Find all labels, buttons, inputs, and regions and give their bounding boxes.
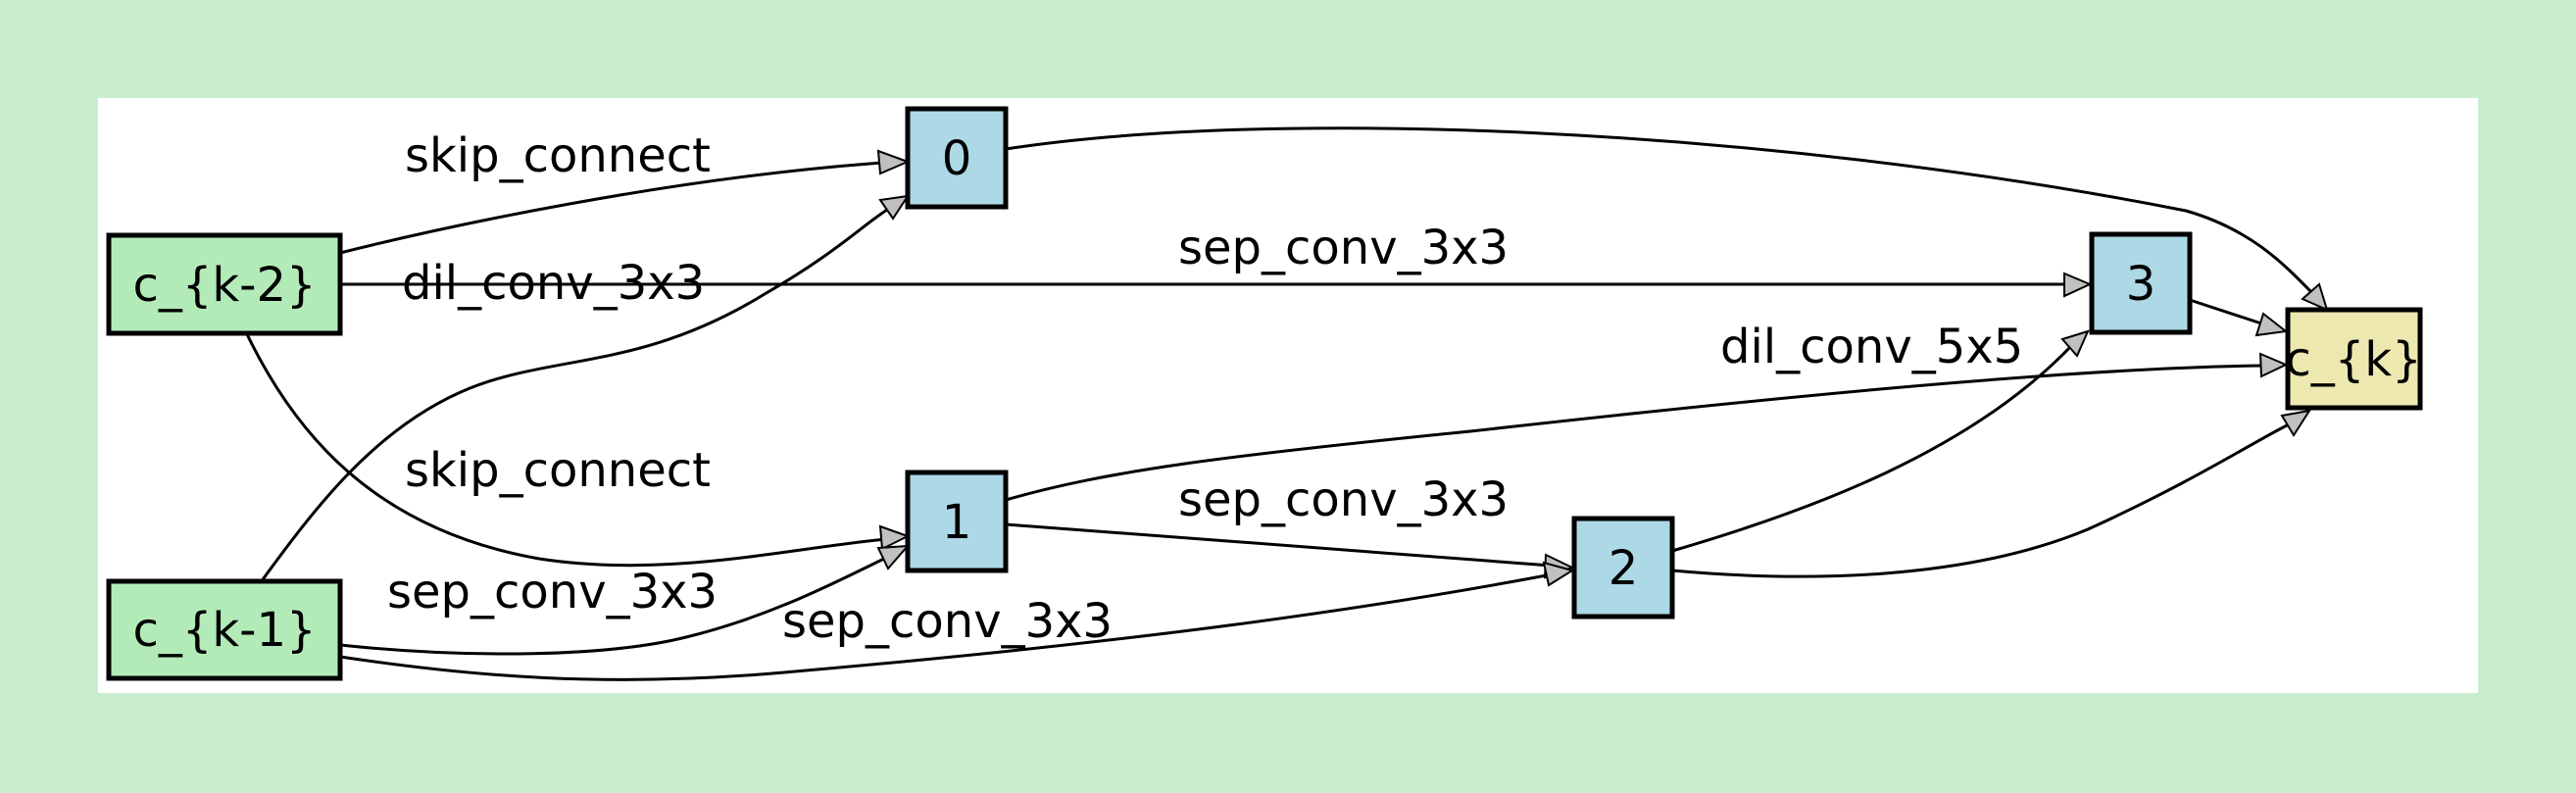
arrowhead-ck-from-n3 xyxy=(2254,312,2289,337)
edge-ck1-to-n0 xyxy=(259,208,888,583)
node-3: 3 xyxy=(2089,231,2193,335)
edge-n3-to-ck xyxy=(2189,298,2265,326)
node-label-ck: c_{k} xyxy=(2285,332,2421,387)
edge-label-n2-n3: dil_conv_5x5 xyxy=(1720,320,2023,374)
node-1: 1 xyxy=(905,470,1009,573)
arrowhead-n3-from-ck2 xyxy=(2063,272,2093,298)
edge-n0-to-ck xyxy=(1005,126,2313,294)
edge-n1-to-ck xyxy=(1005,364,2265,502)
node-0: 0 xyxy=(905,106,1009,210)
edge-ck1-to-n1 xyxy=(339,555,889,656)
edge-n2-to-n3 xyxy=(1671,345,2072,553)
arrowhead-n2-from-ck1 xyxy=(1542,561,1575,587)
edges xyxy=(245,126,2329,681)
edge-ck1-to-n2 xyxy=(339,572,1553,681)
arrowhead-n3-from-n2 xyxy=(2060,329,2090,358)
edge-label-ck1-n2: sep_conv_3x3 xyxy=(782,594,1113,649)
arrowhead-n1-from-ck2 xyxy=(878,524,911,551)
edge-label-ck1-n0: dil_conv_3x3 xyxy=(402,256,705,311)
arrowhead-ck-from-n0 xyxy=(2301,282,2329,312)
arrowhead-n1-from-ck1 xyxy=(876,544,911,570)
node-label-n1: 1 xyxy=(942,495,972,550)
diagram-panel xyxy=(98,98,2478,693)
node-label-n3: 3 xyxy=(2126,257,2156,312)
arrowhead-n0-from-ck1 xyxy=(878,194,911,221)
nodes: c_{k-2} c_{k-1} 0 1 2 3 c_{k} xyxy=(106,106,2423,681)
edge-label-ck1-n1: sep_conv_3x3 xyxy=(387,565,718,620)
arrowhead-n0-from-ck2 xyxy=(876,149,911,175)
node-label-ck1: c_{k-1} xyxy=(132,603,316,658)
node-c-k: c_{k} xyxy=(2285,307,2423,411)
edge-n1-to-n2 xyxy=(1005,522,1552,568)
node-label-ck2: c_{k-2} xyxy=(132,258,316,313)
edge-ck2-to-n0 xyxy=(339,161,883,255)
edge-label-ck2-n1: skip_connect xyxy=(405,443,711,498)
edge-label-n1-n2: sep_conv_3x3 xyxy=(1178,472,1509,527)
node-label-n2: 2 xyxy=(1609,541,1639,596)
arrowhead-ck-from-n1 xyxy=(2258,352,2289,378)
node-c-k-minus-2: c_{k-2} xyxy=(106,232,343,336)
node-label-n0: 0 xyxy=(942,131,972,186)
edge-labels: skip_connect dil_conv_3x3 skip_connect s… xyxy=(387,128,2023,649)
node-c-k-minus-1: c_{k-1} xyxy=(106,578,343,681)
edge-n2-to-ck xyxy=(1671,421,2292,578)
arrowhead-ck-from-n2 xyxy=(2280,409,2312,437)
node-2: 2 xyxy=(1571,516,1675,620)
edge-label-ck2-n3: sep_conv_3x3 xyxy=(1178,221,1509,275)
edge-ck2-to-n1 xyxy=(245,333,887,568)
edge-label-ck2-n0: skip_connect xyxy=(405,128,711,183)
